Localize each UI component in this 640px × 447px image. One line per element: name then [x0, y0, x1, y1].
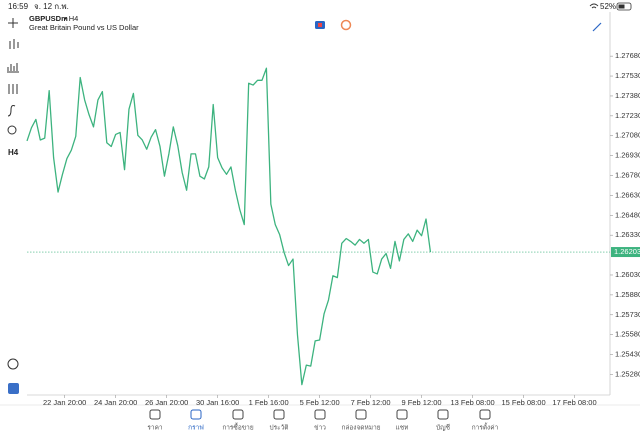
y-tick-label: 1.25580 [615, 330, 640, 339]
chart: 1.27680 1.27530 1.27380 1.27230 1.27080 1.269… [26, 51, 640, 407]
y-tick-label: 1.25280 [615, 369, 640, 378]
y-tick-label: 1.26780 [615, 171, 640, 180]
objects-tool[interactable] [7, 125, 17, 135]
current-price-box [611, 247, 640, 258]
x-tick-label: 9 Feb 12:00 [402, 398, 442, 407]
tab-label[interactable]: ประวัติ [270, 424, 289, 432]
x-tick-label: 26 Jan 20:00 [145, 398, 188, 407]
draw-line-icon[interactable] [592, 22, 602, 32]
x-tick-label: 7 Feb 12:00 [351, 398, 391, 407]
tab-icon[interactable] [396, 409, 408, 420]
x-tick-label: 24 Jan 20:00 [94, 398, 137, 407]
settings-tool[interactable] [8, 84, 18, 94]
tab-label[interactable]: การตั้งค่า [472, 423, 499, 432]
y-tick-label: 1.27530 [615, 71, 640, 80]
indicators-tool[interactable] [7, 63, 19, 73]
tab-icon[interactable] [190, 409, 202, 420]
tab-label[interactable]: ราคา [147, 425, 162, 432]
y-tick-label: 1.27230 [615, 111, 640, 120]
x-tick-label: 5 Feb 12:00 [300, 398, 340, 407]
depth-icon[interactable] [340, 19, 352, 31]
one-click-dot [318, 23, 322, 27]
x-tick-label: 17 Feb 08:00 [552, 398, 596, 407]
status-battery: 52% [600, 2, 616, 11]
function-tool[interactable] [7, 105, 16, 117]
chart-type-tool[interactable] [9, 39, 19, 49]
x-tick-label: 1 Feb 16:00 [249, 398, 289, 407]
tab-icon[interactable] [314, 409, 326, 420]
period-button[interactable]: H4 [8, 148, 19, 157]
tab-icon[interactable] [479, 409, 491, 420]
y-tick-label: 1.25430 [615, 350, 640, 359]
y-tick-label: 1.25730 [615, 310, 640, 319]
tab-icon[interactable] [232, 409, 244, 420]
y-tick-label: 1.26630 [615, 190, 640, 199]
tab-icon[interactable] [355, 409, 367, 420]
status-date: จ. 12 ก.พ. [34, 2, 69, 11]
x-tick-label: 30 Jan 16:00 [196, 398, 239, 407]
tab-icon[interactable] [437, 409, 449, 420]
x-tick-label: 15 Feb 08:00 [501, 398, 545, 407]
y-tick-label: 1.27680 [615, 51, 640, 60]
crosshair-tool[interactable] [8, 18, 18, 28]
y-tick-label: 1.26930 [615, 151, 640, 160]
trade-tool[interactable] [7, 358, 19, 370]
y-tick-label: 1.26330 [615, 230, 640, 239]
y-tick-label: 1.26480 [615, 210, 640, 219]
tab-icon[interactable] [273, 409, 285, 420]
tab-label[interactable]: การซื้อขาย [222, 423, 253, 432]
tab-label[interactable]: กราฟ [188, 425, 204, 432]
current-price-label: 1.26203 [614, 247, 640, 256]
y-tick-label: 1.25880 [615, 290, 640, 299]
tab-icon[interactable] [149, 409, 161, 420]
x-tick-label: 22 Jan 20:00 [43, 398, 86, 407]
tab-label[interactable]: ข่าว [314, 425, 326, 432]
price-line [26, 67, 432, 386]
battery-level [618, 4, 625, 9]
tab-label[interactable]: บัญชี [436, 424, 451, 432]
tab-label[interactable]: แชท [396, 425, 409, 432]
wifi-icon [589, 3, 599, 9]
left-toolbar [7, 18, 19, 370]
x-tick-label: 13 Feb 08:00 [450, 398, 494, 407]
y-tick-label: 1.26030 [615, 270, 640, 279]
timeframe: • H4 [64, 14, 78, 23]
chart-title: Great Britain Pound vs US Dollar [29, 23, 139, 32]
battery-icon [616, 2, 632, 11]
y-tick-label: 1.27080 [615, 131, 640, 140]
tab-bar: ราคา กราฟ การซื้อขาย ประวัติ ข่าว กล่องจดหมาย… [147, 409, 499, 432]
account-icon[interactable] [8, 383, 19, 394]
y-tick-label: 1.27380 [615, 91, 640, 100]
status-time: 16:59 [8, 2, 29, 11]
tab-label[interactable]: กล่องจดหมาย [341, 425, 380, 432]
symbol: GBPUSDm [29, 14, 68, 23]
